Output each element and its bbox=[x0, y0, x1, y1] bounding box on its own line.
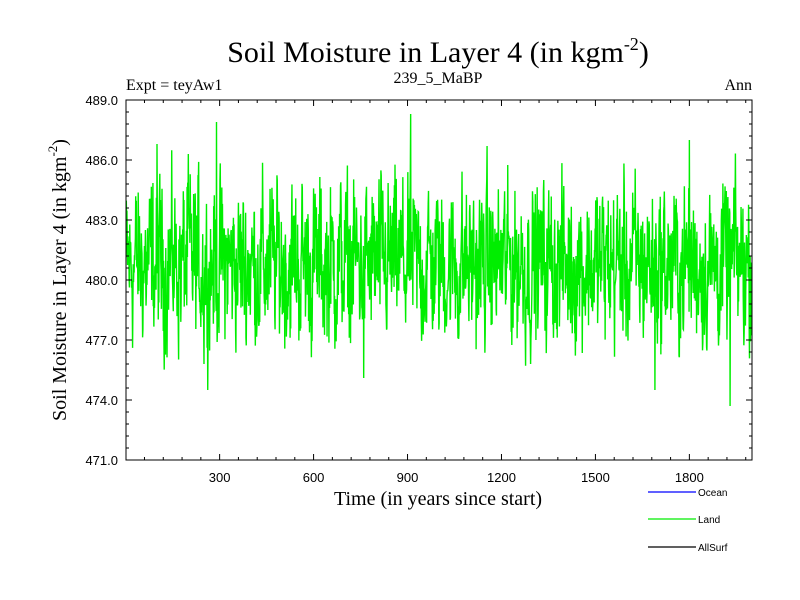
x-tick-label: 1500 bbox=[581, 470, 610, 485]
x-tick-label: 300 bbox=[209, 470, 231, 485]
legend-label-land: Land bbox=[698, 515, 720, 526]
y-tick-label: 486.0 bbox=[85, 153, 118, 168]
plot-frame bbox=[125, 99, 753, 461]
y-axis-label-main: Soil Moisture in Layer 4 (in kgm bbox=[49, 156, 71, 421]
y-axis-label: Soil Moisture in Layer 4 (in kgm-2) bbox=[45, 139, 71, 421]
legend: Ocean Land AllSurf bbox=[648, 488, 728, 554]
chart-title-end: ) bbox=[639, 36, 649, 69]
series-line-land bbox=[126, 113, 752, 407]
x-tick-label: 600 bbox=[303, 470, 325, 485]
chart-title-main: Soil Moisture in Layer 4 (in kgm bbox=[227, 36, 624, 69]
legend-label-ocean: Ocean bbox=[698, 488, 727, 499]
subtitle-left: Expt = teyAw1 bbox=[126, 77, 222, 94]
subtitle-center: 239_5_MaBP bbox=[394, 70, 483, 87]
subtitle-right: Ann bbox=[724, 77, 752, 94]
x-tick-label: 900 bbox=[397, 470, 419, 485]
y-tick-label: 480.0 bbox=[85, 273, 118, 288]
y-axis-label-sup: -2 bbox=[45, 146, 60, 157]
y-tick-label: 474.0 bbox=[85, 393, 118, 408]
y-tick-label: 489.0 bbox=[85, 93, 118, 108]
x-tick-label: 1800 bbox=[675, 470, 704, 485]
legend-label-allsurf: AllSurf bbox=[698, 543, 728, 554]
y-axis-label-end: ) bbox=[49, 139, 71, 146]
y-tick-label: 483.0 bbox=[85, 213, 118, 228]
series-group bbox=[126, 113, 752, 407]
chart-title-sup: -2 bbox=[624, 34, 639, 54]
chart-title: Soil Moisture in Layer 4 (in kgm-2) bbox=[227, 34, 649, 69]
y-tick-label: 471.0 bbox=[85, 453, 118, 468]
x-axis-label: Time (in years since start) bbox=[334, 488, 542, 510]
x-tick-label: 1200 bbox=[487, 470, 516, 485]
y-tick-label: 477.0 bbox=[85, 333, 118, 348]
